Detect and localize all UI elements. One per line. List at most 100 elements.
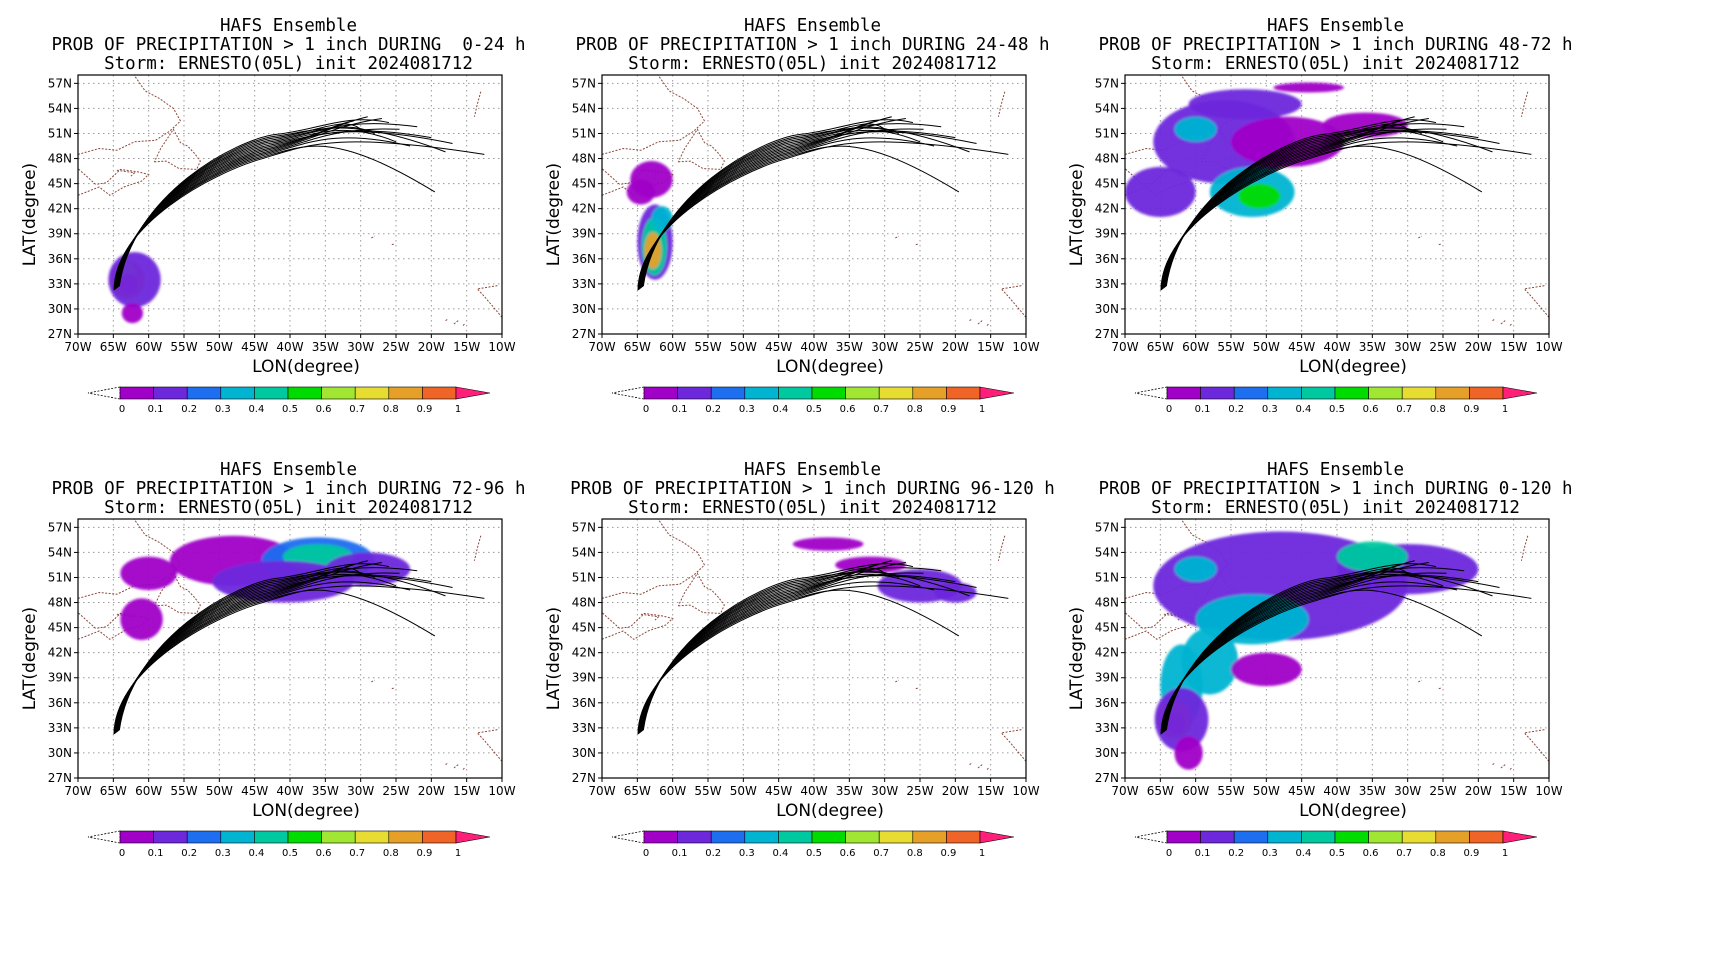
x-tick-label: 35W bbox=[312, 340, 339, 354]
colorbar-box bbox=[1401, 386, 1437, 400]
colorbar-label: 0.1 bbox=[672, 848, 688, 859]
axes: 70W 65W 60W 55W 50W 45W 40W 35W 30W 25W 20W 15W 10W 2… bbox=[1067, 76, 1563, 377]
precip-probability-field bbox=[626, 161, 673, 280]
colorbar-label: 0.5 bbox=[1329, 404, 1345, 415]
colorbar-label: 0.8 bbox=[1430, 848, 1446, 859]
x-tick-label: 60W bbox=[135, 784, 162, 798]
colorbar-box bbox=[811, 386, 846, 400]
panel-storm-line: Storm: ERNESTO(05L) init 2024081712 bbox=[104, 54, 473, 74]
y-tick-label: 45N bbox=[48, 621, 72, 635]
colorbar-label: 0.8 bbox=[383, 404, 399, 415]
colorbar-label: 0.4 bbox=[772, 848, 788, 859]
y-tick-label: 30N bbox=[1095, 302, 1119, 316]
map-svg: 70W 65W 60W 55W 50W 45W 40W 35W 30W 25W 20W 15W 10W 2… bbox=[20, 74, 516, 415]
y-axis-label: LAT(degree) bbox=[20, 607, 40, 710]
x-tick-label: 25W bbox=[906, 784, 933, 798]
track-line bbox=[640, 131, 977, 288]
colorbar-low-arrow bbox=[87, 830, 121, 844]
colorbar-box bbox=[878, 386, 914, 400]
y-axis-label: LAT(degree) bbox=[1067, 163, 1087, 266]
y-tick-label: 27N bbox=[48, 771, 72, 785]
colorbar-label: 0.3 bbox=[215, 404, 231, 415]
track-line bbox=[1165, 119, 1437, 287]
y-tick-label: 48N bbox=[572, 152, 596, 166]
y-tick-label: 48N bbox=[1095, 596, 1119, 610]
track-line bbox=[637, 145, 960, 291]
colorbar-label: 0.4 bbox=[772, 404, 788, 415]
colorbar-box bbox=[254, 386, 289, 400]
colorbar-box bbox=[119, 386, 154, 400]
x-tick-label: 45W bbox=[241, 340, 268, 354]
x-tick-label: 60W bbox=[1182, 340, 1209, 354]
panel-storm-line: Storm: ERNESTO(05L) init 2024081712 bbox=[1151, 498, 1520, 518]
track-line bbox=[113, 589, 436, 735]
panel-subtitle: PROB OF PRECIPITATION > 1 inch DURING 72… bbox=[51, 479, 526, 499]
colorbar: 0 0.1 0.2 0.3 0.4 0.5 0.6 0.7 0.8 0.9 1 bbox=[611, 830, 1015, 859]
y-axis-label: LAT(degree) bbox=[544, 607, 564, 710]
y-tick-label: 42N bbox=[572, 202, 596, 216]
x-tick-label: 30W bbox=[871, 784, 898, 798]
y-tick-label: 57N bbox=[572, 76, 596, 90]
y-tick-label: 36N bbox=[1095, 252, 1119, 266]
colorbar-box bbox=[153, 386, 188, 400]
y-tick-label: 33N bbox=[1095, 721, 1119, 735]
precip-blob bbox=[1125, 166, 1196, 218]
colorbar-label: 0.1 bbox=[672, 404, 688, 415]
x-tick-label: 55W bbox=[170, 340, 197, 354]
x-axis-label: LON(degree) bbox=[1299, 801, 1407, 821]
y-tick-label: 45N bbox=[572, 177, 596, 191]
axes: 70W 65W 60W 55W 50W 45W 40W 35W 30W 25W 20W 15W 10W 2… bbox=[544, 76, 1040, 377]
map-panel-5: HAFS Ensemble PROB OF PRECIPITATION > 1 i… bbox=[524, 444, 1101, 934]
ensemble-tracks bbox=[113, 560, 485, 735]
panel-subtitle: PROB OF PRECIPITATION > 1 inch DURING 0-… bbox=[1098, 479, 1573, 499]
track-line bbox=[637, 589, 960, 735]
colorbar-box bbox=[422, 830, 457, 844]
colorbar-label: 0.3 bbox=[739, 848, 755, 859]
precip-probability-field bbox=[1125, 82, 1408, 218]
colorbar-label: 0.4 bbox=[248, 848, 264, 859]
x-tick-label: 45W bbox=[765, 784, 792, 798]
colorbar-label: 0.7 bbox=[1396, 848, 1412, 859]
x-tick-label: 45W bbox=[1288, 340, 1315, 354]
x-tick-label: 65W bbox=[1147, 784, 1174, 798]
coastline bbox=[78, 75, 502, 326]
colorbar-box bbox=[1267, 386, 1302, 400]
colorbar-box bbox=[912, 830, 947, 844]
colorbar-box bbox=[354, 830, 390, 844]
x-tick-label: 65W bbox=[624, 340, 651, 354]
colorbar-label: 0.5 bbox=[806, 404, 822, 415]
x-tick-label: 15W bbox=[1500, 784, 1527, 798]
panel-title: HAFS Ensemble bbox=[1267, 460, 1404, 480]
colorbar-box bbox=[119, 830, 154, 844]
precip-blob bbox=[1174, 736, 1203, 770]
precip-blob bbox=[1337, 541, 1408, 572]
panel-subtitle: PROB OF PRECIPITATION > 1 inch DURING 96… bbox=[570, 479, 1055, 499]
colorbar-label: 0.6 bbox=[316, 404, 332, 415]
y-tick-label: 36N bbox=[572, 252, 596, 266]
colorbar-high-arrow bbox=[979, 386, 1015, 400]
track-line bbox=[642, 119, 914, 287]
x-tick-label: 25W bbox=[382, 340, 409, 354]
y-tick-label: 45N bbox=[1095, 621, 1119, 635]
x-tick-label: 50W bbox=[1253, 340, 1280, 354]
colorbar-label: 0.8 bbox=[907, 848, 923, 859]
colorbar-label: 0.3 bbox=[739, 404, 755, 415]
panel-title: HAFS Ensemble bbox=[744, 16, 881, 36]
y-tick-label: 51N bbox=[1095, 126, 1119, 140]
colorbar-box bbox=[287, 830, 322, 844]
colorbar-box bbox=[1166, 830, 1201, 844]
x-tick-label: 65W bbox=[100, 340, 127, 354]
panel-storm-line: Storm: ERNESTO(05L) init 2024081712 bbox=[628, 54, 997, 74]
track-line bbox=[113, 145, 436, 291]
x-tick-label: 30W bbox=[1394, 784, 1421, 798]
y-tick-label: 57N bbox=[1095, 76, 1119, 90]
y-tick-label: 42N bbox=[572, 646, 596, 660]
colorbar-box bbox=[1267, 830, 1302, 844]
colorbar-label: 0.1 bbox=[148, 848, 164, 859]
precip-blob bbox=[1174, 556, 1217, 582]
y-tick-label: 36N bbox=[48, 696, 72, 710]
track-line bbox=[116, 131, 453, 288]
y-axis-label: LAT(degree) bbox=[544, 163, 564, 266]
x-tick-label: 55W bbox=[694, 784, 721, 798]
x-tick-label: 70W bbox=[1111, 340, 1138, 354]
